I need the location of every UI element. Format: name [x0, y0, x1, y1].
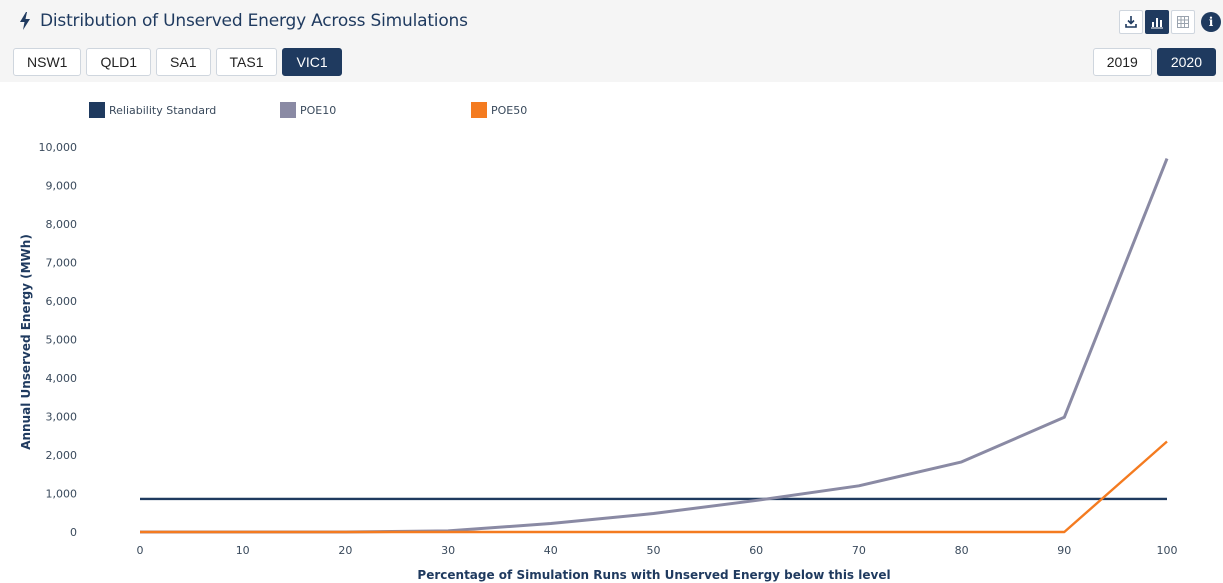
chart-header: Distribution of Unserved Energy Across S… [0, 0, 1223, 42]
legend-item-poe10[interactable]: POE10 [280, 102, 336, 118]
region-tab-sa1[interactable]: SA1 [156, 48, 211, 76]
legend-swatch [471, 102, 487, 118]
table-view-button[interactable] [1171, 10, 1195, 34]
y-tick-label: 9,000 [46, 180, 78, 193]
series-line-poe50[interactable] [140, 440, 1168, 534]
y-axis: 0 1,000 2,000 3,000 4,000 5,000 6,000 7,000 8,00… [39, 141, 78, 539]
download-icon [1125, 16, 1137, 28]
legend-label: POE10 [300, 104, 336, 117]
page-title: Distribution of Unserved Energy Across S… [40, 11, 468, 31]
toolbar: i [1119, 10, 1221, 34]
legend-label: POE50 [491, 104, 527, 117]
x-tick-label: 40 [544, 544, 558, 557]
region-tab-vic1[interactable]: VIC1 [282, 48, 342, 76]
legend-label: Reliability Standard [109, 104, 216, 117]
y-tick-label: 2,000 [46, 449, 78, 462]
region-tab-qld1[interactable]: QLD1 [86, 48, 152, 76]
y-tick-label: 8,000 [46, 218, 78, 231]
y-axis-label: Annual Unserved Energy (MWh) [19, 234, 33, 450]
y-tick-label: 3,000 [46, 411, 78, 424]
y-tick-label: 7,000 [46, 257, 78, 270]
chart-legend: Reliability Standard POE10 POE50 [89, 102, 527, 118]
legend-item-reliability-standard[interactable]: Reliability Standard [89, 102, 216, 118]
year-tab-2019[interactable]: 2019 [1092, 48, 1152, 76]
legend-item-poe50[interactable]: POE50 [471, 102, 527, 118]
x-tick-label: 70 [852, 544, 866, 557]
x-tick-label: 0 [137, 544, 144, 557]
year-tab-2020[interactable]: 2020 [1156, 48, 1216, 76]
y-tick-label: 5,000 [46, 334, 78, 347]
line-chart: Reliability Standard POE10 POE50 0 1,000 2,0… [19, 102, 1178, 582]
y-tick-label: 10,000 [39, 141, 78, 154]
x-axis-label: Percentage of Simulation Runs with Unser… [417, 568, 890, 582]
chart-view-button[interactable] [1145, 10, 1169, 34]
legend-swatch [89, 102, 105, 118]
info-icon[interactable]: i [1201, 12, 1221, 32]
region-tab-nsw1[interactable]: NSW1 [13, 48, 82, 76]
x-axis: 0 10 20 30 40 50 60 70 80 90 100 [137, 544, 1178, 557]
x-tick-label: 30 [441, 544, 455, 557]
chart-series [140, 157, 1169, 534]
x-tick-label: 50 [647, 544, 661, 557]
x-tick-label: 100 [1157, 544, 1178, 557]
filter-bar: NSW1 QLD1 SA1 TAS1 VIC1 2019 2020 [0, 42, 1223, 82]
y-tick-label: 6,000 [46, 295, 78, 308]
year-tabs: 2019 2020 [1092, 48, 1216, 76]
region-tab-tas1[interactable]: TAS1 [215, 48, 278, 76]
chart-area: Reliability Standard POE10 POE50 0 1,000 2,0… [0, 82, 1223, 583]
download-button[interactable] [1119, 10, 1143, 34]
y-tick-label: 0 [70, 526, 77, 539]
series-line-poe10[interactable] [140, 157, 1169, 534]
y-tick-label: 4,000 [46, 372, 78, 385]
region-tabs: NSW1 QLD1 SA1 TAS1 VIC1 [13, 48, 342, 76]
x-tick-label: 90 [1057, 544, 1071, 557]
x-tick-label: 10 [236, 544, 250, 557]
lightning-icon [20, 12, 30, 30]
x-tick-label: 20 [338, 544, 352, 557]
chart-icon [1151, 18, 1163, 29]
table-icon [1177, 16, 1189, 28]
y-tick-label: 1,000 [46, 488, 78, 501]
x-tick-label: 60 [749, 544, 763, 557]
x-tick-label: 80 [955, 544, 969, 557]
legend-swatch [280, 102, 296, 118]
title-wrap: Distribution of Unserved Energy Across S… [18, 11, 468, 31]
